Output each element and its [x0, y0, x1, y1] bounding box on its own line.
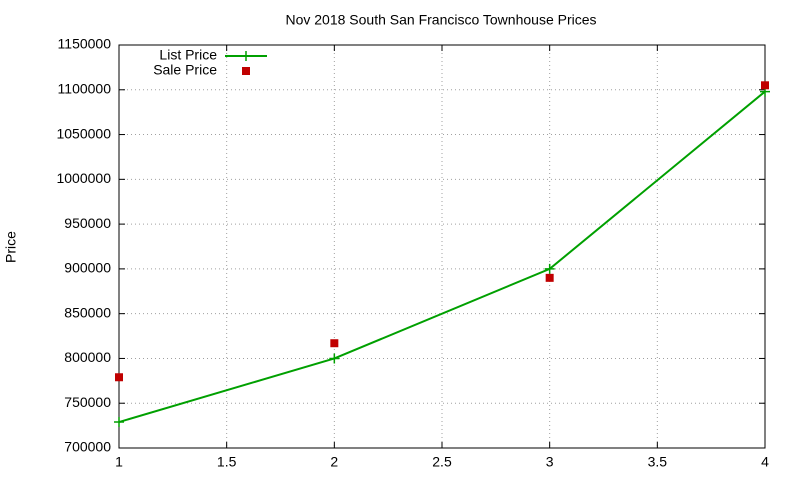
point-marker [329, 353, 340, 364]
point-marker [545, 273, 554, 282]
point-marker [544, 263, 555, 274]
y-tick-label: 1150000 [58, 36, 112, 52]
y-axis-label: Price [3, 231, 19, 263]
y-tick-label: 900000 [64, 260, 111, 276]
point-marker [330, 339, 339, 348]
plot-frame [118, 44, 766, 449]
chart-title: Nov 2018 South San Francisco Townhouse P… [285, 12, 596, 28]
x-tick-label: 3.5 [648, 454, 668, 470]
x-tick-label: 3 [546, 454, 554, 470]
x-tick-label: 4 [761, 454, 769, 470]
y-tick-label: 800000 [64, 349, 111, 365]
legend-marker [242, 67, 250, 75]
y-tick-label: 700000 [64, 439, 111, 455]
x-tick-label: 1 [115, 454, 123, 470]
y-tick-label: 1100000 [58, 80, 112, 96]
point-marker [761, 81, 769, 90]
x-tick-label: 1.5 [217, 454, 237, 470]
y-tick-label: 750000 [64, 394, 111, 410]
legend-marker [241, 51, 251, 61]
y-tick-label: 1000000 [56, 170, 111, 186]
x-tick-label: 2 [330, 454, 338, 470]
x-tick-label: 2.5 [432, 454, 452, 470]
y-tick-label: 1050000 [56, 125, 111, 141]
y-tick-label: 850000 [64, 304, 111, 320]
y-tick-label: 950000 [64, 215, 111, 231]
point-marker [115, 373, 123, 382]
point-marker [114, 417, 124, 428]
legend-label: List Price [159, 47, 217, 63]
series-line [118, 90, 766, 423]
legend-label: Sale Price [153, 62, 217, 78]
